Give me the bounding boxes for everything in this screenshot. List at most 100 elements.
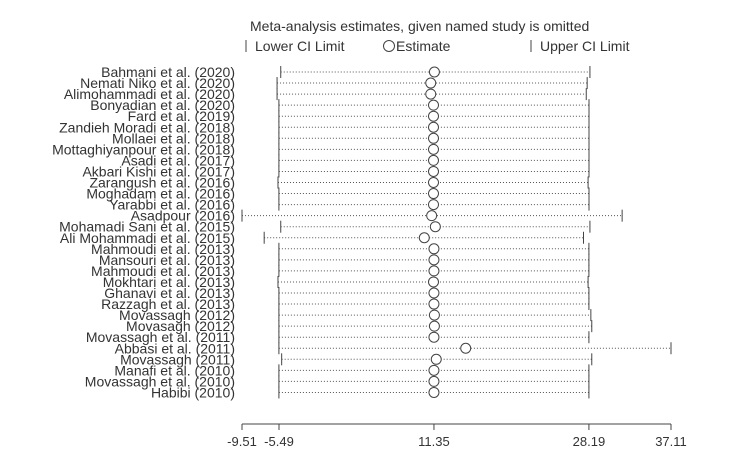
study-row: Zarangush et al. (2016) <box>89 175 589 191</box>
estimate-marker <box>428 320 440 332</box>
study-label: Mottaghiyanpour et al. (2018) <box>52 141 235 157</box>
study-label: Asadi et al. (2017) <box>121 152 235 168</box>
legend-estimate-label: Estimate <box>396 38 451 54</box>
study-label: Mahmoudi et al. (2013) <box>91 241 235 257</box>
study-label: Abbasi et al. (2011) <box>115 340 235 356</box>
estimate-marker <box>428 243 440 255</box>
estimate-marker <box>427 110 439 122</box>
legend-upper-label: Upper CI Limit <box>540 38 630 54</box>
study-row: Mohamadi Sani et al. (2015) <box>59 219 591 235</box>
study-row: Akbari Kishi et al. (2017) <box>82 163 590 179</box>
estimate-marker <box>427 199 439 211</box>
study-label: Movasagh (2012) <box>126 318 235 334</box>
study-label: Yarabbi et al. (2016) <box>109 197 235 213</box>
study-row: Movasagh (2012) <box>126 318 593 334</box>
study-row: Mahmoudi et al. (2013) <box>91 241 590 257</box>
estimate-marker <box>427 188 439 200</box>
estimate-marker <box>427 165 439 177</box>
study-label: Zarangush et al. (2016) <box>89 175 235 191</box>
estimate-marker <box>427 143 439 155</box>
estimate-marker <box>427 132 439 144</box>
study-row: Zandieh Moradi et al. (2018) <box>59 119 590 135</box>
study-label: Movassagh et al. (2010) <box>85 373 235 389</box>
study-label: Mohamadi Sani et al. (2015) <box>59 219 235 235</box>
study-label: Movassagh (2012) <box>119 307 235 323</box>
legend-lower-label: Lower CI Limit <box>255 38 345 54</box>
study-label: Bonyadian et al. (2020) <box>90 97 235 113</box>
study-label: Asadpour (2016) <box>131 208 235 224</box>
study-row: Movassagh (2012) <box>119 307 592 323</box>
study-row: Razzagh et al. (2013) <box>101 296 590 312</box>
estimate-marker <box>418 232 430 244</box>
estimate-marker <box>428 66 440 78</box>
study-row: Mansouri et al. (2013) <box>99 252 590 268</box>
study-row: Asadi et al. (2017) <box>121 152 590 168</box>
study-label: Bahmani et al. (2020) <box>101 64 235 80</box>
estimate-marker <box>428 331 440 343</box>
study-label: Razzagh et al. (2013) <box>101 296 235 312</box>
estimate-marker <box>427 177 439 188</box>
study-row: Manafi et al. (2010) <box>114 362 590 378</box>
study-label: Alimohammadi et al. (2020) <box>64 86 235 102</box>
study-label: Mahmoudi et al. (2013) <box>91 263 235 279</box>
study-label: Movassagh et al. (2011) <box>86 329 235 345</box>
study-row: Asadpour (2016) <box>131 208 623 224</box>
study-label: Ghanavi et al. (2013) <box>104 285 235 301</box>
study-row: Bonyadian et al. (2020) <box>90 97 590 113</box>
x-tick-label: -5.49 <box>264 434 294 449</box>
study-rows: Bahmani et al. (2020)Nemati Niko et al. … <box>52 64 672 400</box>
estimate-marker <box>426 210 438 222</box>
x-tick-label: 37.11 <box>655 434 687 449</box>
estimate-marker <box>428 309 440 321</box>
estimate-marker <box>425 77 437 89</box>
study-label: Ali Mohammadi et al. (2015) <box>60 230 235 246</box>
estimate-marker <box>428 287 440 299</box>
study-row: Mollaei et al. (2018) <box>112 130 590 146</box>
study-label: Zandieh Moradi et al. (2018) <box>59 119 235 135</box>
study-row: Mottaghiyanpour et al. (2018) <box>52 141 590 157</box>
study-label: Movassagh (2011) <box>120 351 235 367</box>
estimate-marker <box>427 276 439 288</box>
study-row: Nemati Niko et al. (2020) <box>80 75 588 91</box>
estimate-marker <box>430 353 442 365</box>
study-row: Ghanavi et al. (2013) <box>104 285 590 301</box>
study-label: Moghadam et al. (2016) <box>86 186 235 202</box>
study-row: Bahmani et al. (2020) <box>101 64 591 80</box>
estimate-marker <box>428 386 440 398</box>
estimate-marker <box>425 88 437 100</box>
study-label: Habibi (2010) <box>151 384 235 400</box>
study-row: Abbasi et al. (2011) <box>115 340 672 356</box>
study-row: Mokhtari et al. (2013) <box>103 274 589 290</box>
study-label: Akbari Kishi et al. (2017) <box>82 163 235 179</box>
estimate-marker <box>429 221 441 233</box>
study-label: Manafi et al. (2010) <box>114 362 235 378</box>
study-row: Yarabbi et al. (2016) <box>109 197 590 213</box>
estimate-marker <box>428 298 440 310</box>
legend: Lower CI Limit Estimate Upper CI Limit <box>245 38 630 54</box>
study-row: Habibi (2010) <box>151 384 590 400</box>
x-tick-label: 28.19 <box>573 434 606 449</box>
estimate-marker <box>428 364 440 376</box>
study-row: Fard et al. (2019) <box>128 108 590 124</box>
study-label: Mokhtari et al. (2013) <box>103 274 235 290</box>
study-row: Movassagh et al. (2011) <box>86 329 590 345</box>
legend-estimate-marker <box>383 40 395 52</box>
study-row: Ali Mohammadi et al. (2015) <box>60 230 584 246</box>
study-label: Mollaei et al. (2018) <box>112 130 235 146</box>
study-row: Movassagh et al. (2010) <box>85 373 590 389</box>
estimate-marker <box>428 265 440 277</box>
chart-title: Meta-analysis estimates, given named stu… <box>250 18 589 34</box>
study-label: Mansouri et al. (2013) <box>99 252 235 268</box>
estimate-marker <box>428 375 440 387</box>
study-row: Mahmoudi et al. (2013) <box>91 263 590 279</box>
study-row: Movassagh (2011) <box>120 351 593 367</box>
x-tick-label: -9.51 <box>227 434 257 449</box>
estimate-marker <box>460 342 472 354</box>
estimate-marker <box>427 99 439 111</box>
estimate-marker <box>427 154 439 166</box>
x-axis-ticks: -9.51 -5.49 11.35 28.19 37.11 <box>227 424 687 449</box>
study-row: Alimohammadi et al. (2020) <box>64 86 587 102</box>
estimate-marker <box>428 254 440 266</box>
study-row: Moghadam et al. (2016) <box>86 186 590 202</box>
